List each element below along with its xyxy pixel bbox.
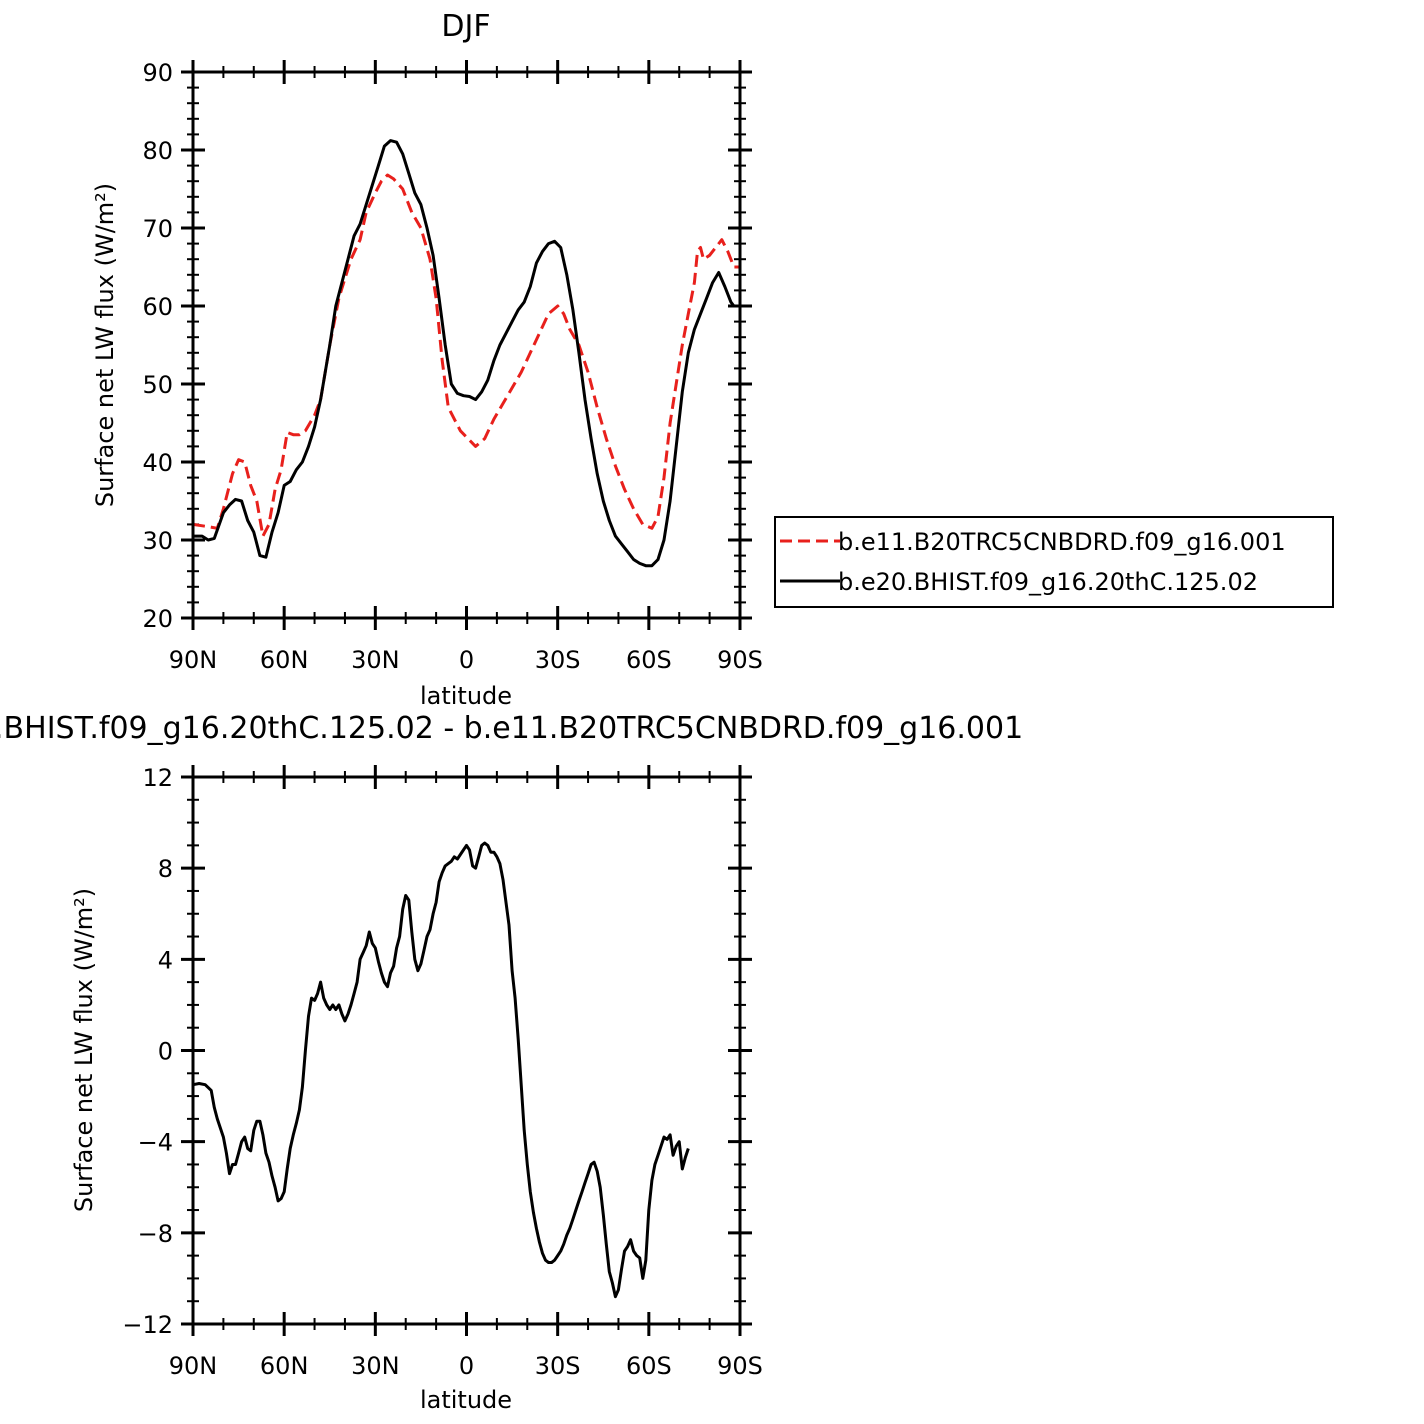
top-y-tick-labels: 20 30 40 50 60 70 80 90: [142, 59, 173, 633]
top-x-tick-label: 30N: [351, 646, 400, 674]
bottom-y-tick-label: −12: [122, 1311, 173, 1339]
legend-box: [774, 516, 1334, 608]
bottom-x-tick-label: 0: [459, 1352, 474, 1380]
top-y-tick-label: 30: [142, 527, 173, 555]
legend: b.e11.B20TRC5CNBDRD.f09_g16.001 b.e20.BH…: [774, 516, 1334, 608]
bottom-x-tick-labels: 90N 60N 30N 0 30S 60S 90S: [169, 1352, 763, 1380]
bottom-x-tick-label: 30N: [351, 1352, 400, 1380]
bottom-x-ticks: [191, 765, 742, 1336]
bottom-chart-title: b.e20.BHIST.f09_g16.20thC.125.02 - b.e11…: [0, 711, 1023, 746]
top-y-tick-label: 60: [142, 293, 173, 321]
bottom-x-axis-label: latitude: [420, 1386, 512, 1414]
top-y-tick-label: 80: [142, 137, 173, 165]
top-x-tick-label: 90N: [169, 646, 218, 674]
bottom-series-line-1: [192, 841, 690, 1299]
top-x-tick-label: 90S: [717, 646, 763, 674]
top-x-tick-label: 0: [459, 646, 474, 674]
top-series-line-1: [192, 173, 740, 538]
top-y-tick-label: 20: [142, 605, 173, 633]
legend-label-series-1: b.e11.B20TRC5CNBDRD.f09_g16.001: [838, 528, 1286, 556]
bottom-x-tick-label: 30S: [535, 1352, 581, 1380]
top-y-tick-label: 70: [142, 215, 173, 243]
top-x-tick-label: 30S: [535, 646, 581, 674]
bottom-y-axis-label: Surface net LW flux (W/m²): [70, 888, 98, 1212]
top-chart-title: DJF: [441, 9, 490, 44]
top-y-axis-label: Surface net LW flux (W/m²): [91, 183, 119, 507]
bottom-x-tick-label: 90N: [169, 1352, 218, 1380]
top-x-ticks: [191, 60, 742, 630]
top-y-tick-label: 40: [142, 449, 173, 477]
bottom-y-tick-label: 12: [142, 764, 173, 792]
bottom-panel: b.e20.BHIST.f09_g16.20thC.125.02 - b.e11…: [0, 711, 1023, 1414]
bottom-x-tick-label: 60S: [626, 1352, 672, 1380]
bottom-y-tick-label: 0: [158, 1038, 173, 1066]
bottom-y-tick-label: 4: [158, 946, 173, 974]
top-x-tick-label: 60N: [260, 646, 309, 674]
bottom-plot-frame: [191, 775, 742, 1326]
top-panel: DJF 20 30 40 50 60 70 80 90 90N 60N 30N 0 30S 60S 90S…: [91, 9, 763, 710]
top-x-tick-label: 60S: [626, 646, 672, 674]
bottom-y-tick-labels: 12 8 4 0 −4 −8 −12: [122, 764, 173, 1339]
bottom-y-tick-label: −8: [138, 1220, 173, 1248]
bottom-x-tick-label: 90S: [717, 1352, 763, 1380]
legend-label-series-2: b.e20.BHIST.f09_g16.20thC.125.02: [838, 568, 1258, 596]
top-y-ticks: [181, 70, 752, 620]
top-plot-frame: [191, 70, 742, 620]
top-series-line-2: [193, 139, 740, 568]
bottom-y-ticks: [181, 775, 752, 1326]
top-y-tick-label: 50: [142, 371, 173, 399]
top-y-tick-label: 90: [142, 59, 173, 87]
top-plot-lines: [192, 139, 740, 568]
bottom-y-tick-label: −4: [138, 1129, 173, 1157]
top-x-axis-label: latitude: [420, 682, 512, 710]
top-x-tick-labels: 90N 60N 30N 0 30S 60S 90S: [169, 646, 763, 674]
bottom-y-tick-label: 8: [158, 855, 173, 883]
bottom-plot-lines: [192, 841, 690, 1299]
bottom-x-tick-label: 60N: [260, 1352, 309, 1380]
